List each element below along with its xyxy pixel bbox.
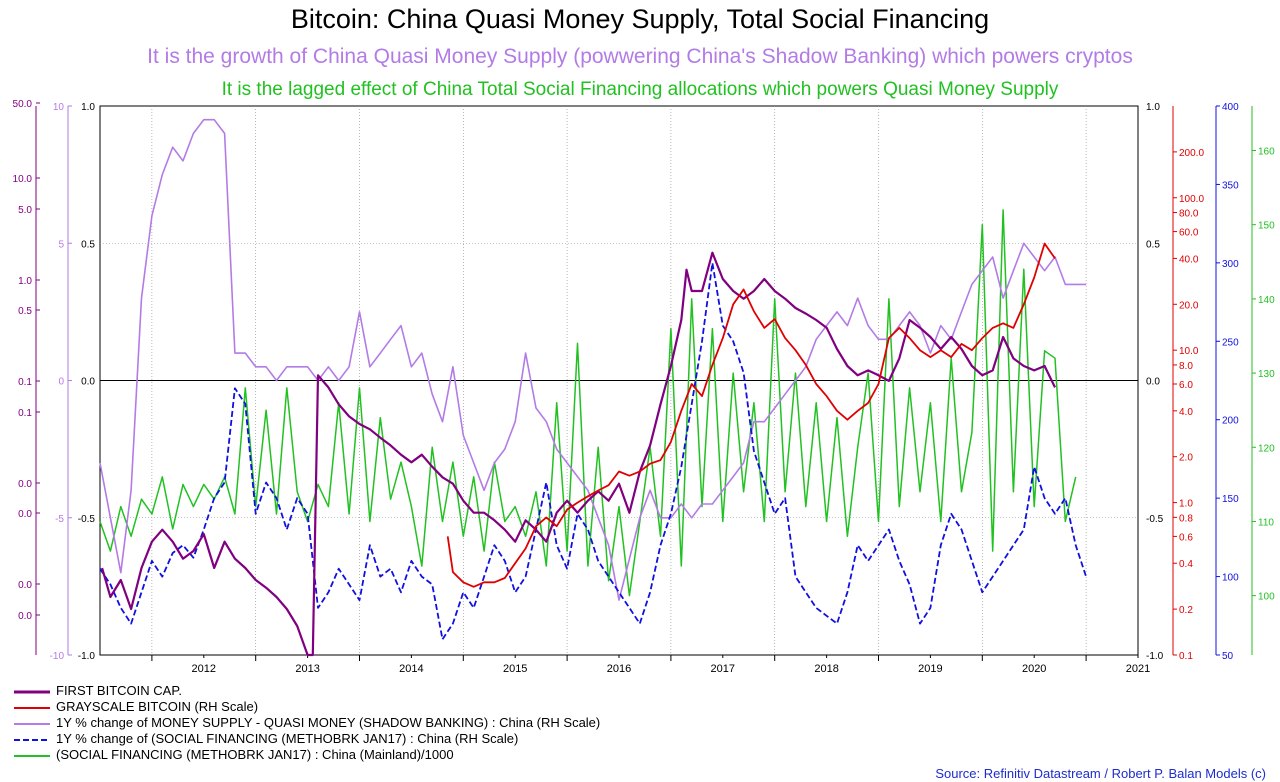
right-gbtc-tick-label: 1.0 bbox=[1179, 499, 1193, 510]
right-gbtc-tick-label: 80.0 bbox=[1179, 209, 1199, 220]
x-tick-label: 2017 bbox=[711, 663, 735, 675]
left-btc-tick-label: 1.0 bbox=[18, 276, 32, 287]
series-first-bitcoin-line bbox=[101, 251, 1056, 657]
right-sf-tick-label: 250 bbox=[1222, 337, 1239, 348]
right-gbtc-tick-label: 40.0 bbox=[1179, 254, 1199, 265]
right-gbtc-tick-label: 60.0 bbox=[1179, 228, 1199, 239]
legend-swatch bbox=[14, 722, 50, 725]
right-tsf-tick-label: 110 bbox=[1258, 517, 1274, 528]
x-tick-label: 2014 bbox=[399, 663, 423, 675]
x-tick-label: 2016 bbox=[607, 663, 631, 675]
legend: FIRST BITCOIN CAP. GRAYSCALE BITCOIN (RH… bbox=[14, 683, 600, 763]
main-left-tick-label: -0.5 bbox=[78, 514, 96, 525]
legend-label: 1Y % change of MONEY SUPPLY - QUASI MONE… bbox=[56, 715, 601, 730]
right-gbtc-tick-label: 0.6 bbox=[1179, 532, 1193, 543]
x-tick-label: 2015 bbox=[503, 663, 527, 675]
left-btc-tick-label: 0.0 bbox=[18, 479, 32, 490]
right-tsf-tick-label: 140 bbox=[1258, 295, 1275, 306]
main-left-tick-label: -1.0 bbox=[78, 651, 96, 662]
right-sf-tick-label: 300 bbox=[1222, 259, 1239, 270]
right-gbtc-tick-label: 20.0 bbox=[1179, 300, 1199, 311]
x-tick-label: 2021 bbox=[1126, 663, 1150, 675]
source-note: Source: Refinitiv Datastream / Robert P.… bbox=[935, 766, 1266, 781]
chart-subtitle: It is the growth of China Quasi Money Su… bbox=[147, 45, 1133, 68]
series-social-financing-line bbox=[99, 209, 1077, 597]
left-qm-tick-label: 5 bbox=[58, 239, 64, 250]
right-gbtc-tick-label: 10.0 bbox=[1179, 346, 1199, 357]
right-sf-tick-label: 200 bbox=[1222, 416, 1239, 427]
left-btc-tick-label: 0.1 bbox=[18, 377, 32, 388]
left-qm-tick-label: -10 bbox=[50, 651, 65, 662]
x-tick-label: 2012 bbox=[192, 663, 216, 675]
right-gbtc-tick-label: 0.8 bbox=[1179, 513, 1193, 524]
right-gbtc-tick-label: 0.4 bbox=[1179, 559, 1193, 570]
right-sf-tick-label: 50 bbox=[1222, 651, 1234, 662]
right-tsf-tick-label: 150 bbox=[1258, 221, 1275, 232]
left-qm-tick-label: 10 bbox=[53, 102, 65, 113]
right-sf-tick-label: 400 bbox=[1222, 102, 1239, 113]
left-btc-tick-label: 0.1 bbox=[18, 408, 32, 419]
x-tick-label: 2020 bbox=[1022, 663, 1046, 675]
legend-swatch bbox=[14, 706, 50, 709]
left-qm-tick-label: -5 bbox=[55, 514, 64, 525]
left-btc-tick-label: 5.0 bbox=[18, 205, 32, 216]
legend-label: 1Y % change of (SOCIAL FINANCING (METHOB… bbox=[56, 731, 519, 746]
right-gbtc-tick-label: 100.0 bbox=[1179, 194, 1204, 205]
chart-title: Bitcoin: China Quasi Money Supply, Total… bbox=[290, 4, 990, 34]
main-right-tick-label: -0.5 bbox=[1146, 514, 1164, 525]
series-grayscale-line bbox=[446, 242, 1056, 588]
right-gbtc-tick-label: 2.0 bbox=[1179, 453, 1193, 464]
right-tsf-tick-label: 100 bbox=[1258, 592, 1275, 603]
legend-label: (SOCIAL FINANCING (METHOBRK JAN17) : Chi… bbox=[56, 747, 454, 762]
left-qm-tick-label: 0 bbox=[58, 377, 64, 388]
left-btc-tick-label: 10.0 bbox=[13, 174, 33, 185]
legend-item-social-financing: (SOCIAL FINANCING (METHOBRK JAN17) : Chi… bbox=[14, 747, 600, 763]
chart-area: 2012 2013 2014 2015 2016 2017 2018 2019 2020 2021… bbox=[13, 99, 1276, 675]
legend-item-quasi-money: 1Y % change of MONEY SUPPLY - QUASI MONE… bbox=[14, 715, 600, 731]
x-tick-label: 2019 bbox=[918, 663, 942, 675]
right-sf-tick-label: 150 bbox=[1222, 494, 1239, 505]
legend-label: GRAYSCALE BITCOIN (RH Scale) bbox=[56, 699, 259, 714]
right-gbtc-tick-label: 0.1 bbox=[1179, 651, 1193, 662]
legend-item-social-financing-change: 1Y % change of (SOCIAL FINANCING (METHOB… bbox=[14, 731, 600, 747]
left-btc-tick-label: 0.5 bbox=[18, 306, 32, 317]
series-social-financing-change-line bbox=[99, 262, 1087, 641]
legend-label: FIRST BITCOIN CAP. bbox=[56, 683, 182, 698]
main-left-tick-label: 1.0 bbox=[81, 102, 95, 113]
right-sf-tick-label: 100 bbox=[1222, 573, 1239, 584]
left-btc-tick-label: 0.0 bbox=[18, 611, 32, 622]
legend-swatch bbox=[14, 738, 50, 741]
x-tick-label: 2018 bbox=[814, 663, 838, 675]
right-gbtc-tick-label: 8.0 bbox=[1179, 361, 1193, 372]
main-right-tick-label: 0.5 bbox=[1146, 239, 1160, 250]
main-left-tick-label: 0.5 bbox=[81, 239, 95, 250]
legend-item-first-bitcoin: FIRST BITCOIN CAP. bbox=[14, 683, 600, 699]
series-quasi-money-line bbox=[99, 118, 1087, 601]
left-btc-tick-label: 0.0 bbox=[18, 580, 32, 591]
legend-swatch bbox=[14, 754, 50, 757]
right-gbtc-tick-label: 6.0 bbox=[1179, 380, 1193, 391]
right-gbtc-tick-label: 4.0 bbox=[1179, 407, 1193, 418]
main-left-tick-label: 0.0 bbox=[81, 377, 95, 388]
legend-item-grayscale: GRAYSCALE BITCOIN (RH Scale) bbox=[14, 699, 600, 715]
right-gbtc-tick-label: 0.2 bbox=[1179, 605, 1193, 616]
right-tsf-tick-label: 130 bbox=[1258, 369, 1275, 380]
right-sf-tick-label: 350 bbox=[1222, 180, 1239, 191]
main-right-tick-label: -1.0 bbox=[1146, 651, 1164, 662]
left-btc-tick-label: 50.0 bbox=[13, 99, 33, 110]
chart-subtitle-2: It is the lagged effect of China Total S… bbox=[221, 79, 1059, 100]
right-tsf-tick-label: 120 bbox=[1258, 443, 1275, 454]
main-right-tick-label: 0.0 bbox=[1146, 377, 1160, 388]
left-btc-tick-label: 0.0 bbox=[18, 509, 32, 520]
main-right-tick-label: 1.0 bbox=[1146, 102, 1160, 113]
legend-swatch bbox=[14, 690, 50, 694]
right-gbtc-tick-label: 200.0 bbox=[1179, 148, 1204, 159]
x-tick-label: 2013 bbox=[295, 663, 319, 675]
right-tsf-tick-label: 160 bbox=[1258, 147, 1275, 158]
